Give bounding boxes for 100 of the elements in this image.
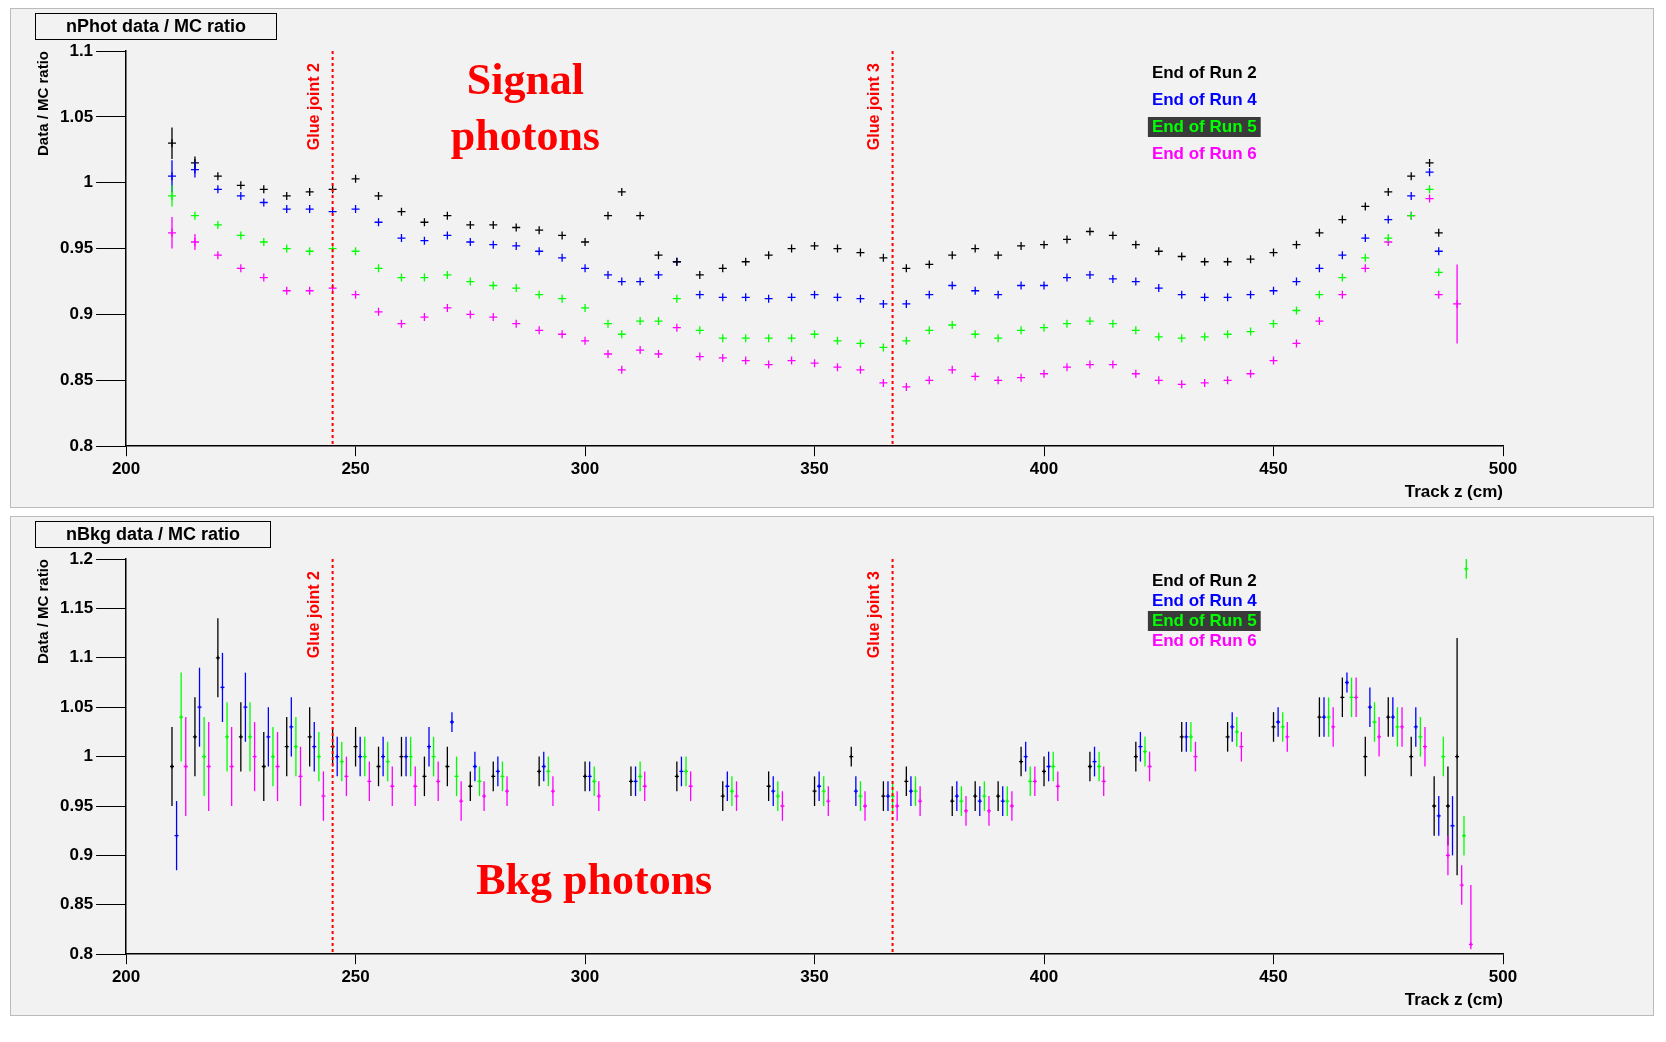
y-tick-label: 0.95 bbox=[59, 238, 94, 258]
point bbox=[1406, 171, 1416, 181]
ref-line-label: Glue joint 3 bbox=[864, 570, 882, 659]
point bbox=[1108, 319, 1118, 329]
point bbox=[1016, 280, 1026, 291]
text: End of Run 5 bbox=[1151, 117, 1257, 137]
point bbox=[305, 187, 315, 197]
point bbox=[1085, 359, 1095, 370]
y-tick-label: 1.15 bbox=[59, 598, 94, 618]
point bbox=[213, 220, 223, 230]
point bbox=[993, 250, 1003, 260]
point bbox=[1424, 158, 1435, 168]
point bbox=[1062, 272, 1072, 283]
point bbox=[282, 204, 292, 214]
y-tick-label: 1.05 bbox=[59, 106, 94, 126]
point bbox=[1039, 240, 1049, 250]
y-tick-label: 1 bbox=[83, 746, 94, 766]
x-tick-label: 200 bbox=[111, 459, 141, 479]
x-tick-label: 500 bbox=[1488, 459, 1518, 479]
point bbox=[580, 303, 590, 313]
point bbox=[878, 378, 889, 388]
x-axis-title: Track z (cm) bbox=[1404, 990, 1503, 1010]
x-tick-label: 500 bbox=[1488, 967, 1518, 987]
point bbox=[1406, 191, 1416, 201]
x-tick-label: 250 bbox=[341, 459, 370, 479]
point bbox=[603, 211, 613, 221]
point bbox=[1154, 332, 1164, 342]
ref-line-label: Glue joint 2 bbox=[305, 570, 323, 659]
point bbox=[1085, 270, 1095, 280]
point bbox=[1314, 316, 1325, 326]
point bbox=[635, 276, 645, 287]
x-tick-label: 200 bbox=[111, 967, 141, 987]
y-axis-title: Data / MC ratio bbox=[34, 559, 52, 665]
point bbox=[259, 237, 269, 247]
text: End of Run 4 bbox=[1151, 90, 1258, 110]
point bbox=[373, 191, 384, 201]
chart-title: nPhot data / MC ratio bbox=[35, 13, 277, 40]
text: End of Run 2 bbox=[1151, 63, 1257, 83]
y-tick-label: 0.85 bbox=[59, 370, 94, 390]
point bbox=[993, 333, 1003, 343]
point bbox=[442, 303, 453, 313]
point bbox=[993, 290, 1003, 300]
x-tick-label: 250 bbox=[341, 967, 370, 987]
point bbox=[878, 299, 889, 309]
y-tick-label: 0.9 bbox=[69, 845, 94, 865]
point bbox=[465, 237, 475, 247]
point bbox=[635, 211, 645, 221]
point bbox=[557, 329, 567, 339]
point bbox=[635, 316, 645, 326]
ref-line-label: Glue joint 2 bbox=[305, 62, 323, 151]
point bbox=[617, 187, 627, 197]
text: End of Run 5 bbox=[1151, 611, 1257, 631]
point bbox=[580, 263, 590, 274]
point bbox=[1039, 322, 1049, 333]
point bbox=[1062, 234, 1072, 245]
point bbox=[1200, 332, 1210, 342]
x-tick-label: 300 bbox=[570, 459, 600, 479]
point bbox=[1062, 362, 1072, 372]
point bbox=[465, 220, 475, 230]
point bbox=[1360, 233, 1370, 243]
point bbox=[236, 191, 246, 201]
point bbox=[1245, 254, 1256, 264]
point bbox=[1108, 359, 1118, 370]
point bbox=[511, 283, 521, 293]
point bbox=[1085, 226, 1095, 237]
point bbox=[947, 320, 957, 330]
point bbox=[557, 253, 567, 263]
point bbox=[580, 237, 590, 247]
point bbox=[901, 299, 911, 309]
point bbox=[653, 316, 664, 326]
point bbox=[1383, 187, 1393, 197]
y-tick-label: 1.1 bbox=[69, 647, 94, 667]
point bbox=[653, 270, 664, 280]
point bbox=[1154, 283, 1164, 293]
point bbox=[809, 241, 820, 251]
point bbox=[1062, 319, 1072, 329]
x-tick-label: 300 bbox=[570, 967, 600, 987]
x-tick-label: 350 bbox=[800, 459, 829, 479]
point bbox=[672, 322, 682, 333]
point bbox=[213, 250, 223, 260]
point bbox=[511, 241, 521, 251]
point bbox=[488, 220, 498, 230]
point bbox=[1108, 274, 1118, 284]
ref-line-label: Glue joint 3 bbox=[864, 62, 882, 151]
point bbox=[1108, 230, 1118, 241]
point bbox=[557, 294, 567, 304]
y-tick-label: 1 bbox=[83, 172, 94, 192]
point bbox=[305, 204, 315, 214]
chart-title: nBkg data / MC ratio bbox=[35, 521, 272, 548]
point bbox=[1016, 241, 1026, 251]
y-tick-label: 1.1 bbox=[69, 40, 94, 60]
y-tick-label: 0.95 bbox=[59, 795, 94, 815]
x-tick-label: 450 bbox=[1259, 967, 1288, 987]
x-tick-label: 350 bbox=[800, 967, 829, 987]
point bbox=[672, 294, 682, 304]
x-tick-label: 450 bbox=[1259, 459, 1288, 479]
point bbox=[557, 230, 567, 241]
y-tick-label: 0.8 bbox=[69, 435, 94, 455]
y-tick-label: 0.8 bbox=[69, 943, 94, 963]
point bbox=[1039, 369, 1049, 379]
